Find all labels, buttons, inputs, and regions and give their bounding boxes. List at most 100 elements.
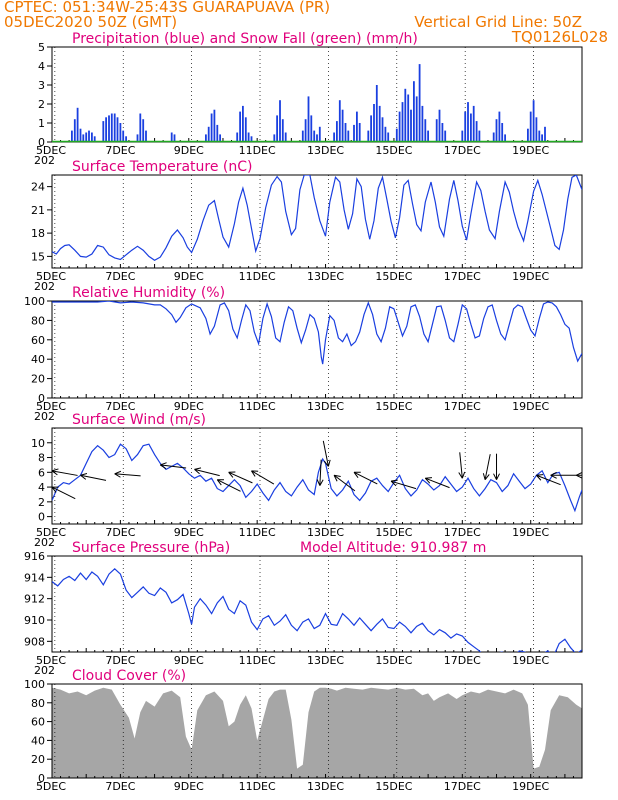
x-tick-label: 7DEC	[105, 526, 135, 539]
x-tick-label: 19DEC	[512, 780, 549, 793]
y-tick-label: 100	[24, 295, 45, 308]
temp-frame	[51, 174, 583, 269]
precip-bar	[276, 115, 278, 142]
precip-bar	[247, 132, 250, 142]
precip-bar	[310, 115, 313, 142]
precip-bar	[73, 119, 76, 142]
precip-bar	[478, 130, 481, 142]
wind-arrow	[251, 470, 275, 485]
precip-bar	[108, 115, 110, 142]
precip-bar	[413, 81, 415, 142]
x-tick-label: 19DEC	[512, 654, 549, 667]
precip-bar	[88, 130, 90, 142]
precip-bar	[464, 111, 467, 142]
precip-bar	[239, 111, 241, 142]
precip-bar	[441, 123, 444, 142]
x-tick-label: 17DEC	[444, 144, 481, 157]
precip-bar	[353, 124, 355, 142]
x-tick-label: 19DEC	[512, 270, 549, 283]
y-tick-label: 100	[24, 678, 45, 691]
precip-bar	[110, 113, 113, 142]
x-tick-label: 5DEC	[36, 400, 66, 413]
rh-frame	[51, 300, 583, 399]
precip-bar	[102, 121, 105, 142]
precip-bar	[307, 96, 310, 142]
precip-bar	[338, 100, 341, 142]
rh-title: Relative Humidity (%)	[72, 285, 225, 301]
header-location: CPTEC: 051:34W-25:43S GUARAPUAVA (PR)	[4, 0, 330, 16]
x-tick-label: 13DEC	[307, 780, 344, 793]
x-tick-label: 7DEC	[105, 144, 135, 157]
precip-bar	[529, 111, 532, 142]
x-tick-label: 17DEC	[444, 270, 481, 283]
precip-bar	[142, 119, 145, 142]
precip-bar	[279, 100, 281, 142]
cloud-area	[52, 687, 582, 778]
precip-bar	[492, 132, 495, 142]
y-tick-label: 1	[38, 117, 45, 130]
precip-bar	[122, 130, 125, 142]
precip-bar	[125, 136, 127, 142]
x-tick-label: 9DEC	[174, 780, 204, 793]
y-tick-label: 18	[31, 227, 45, 240]
precip-bar	[113, 113, 116, 142]
y-tick-label: 60	[31, 334, 45, 347]
header-model-code: TQ0126L028	[511, 28, 608, 46]
wind-arrow	[536, 474, 561, 486]
y-tick-label: 912	[24, 593, 45, 606]
precip-bar	[85, 132, 88, 142]
precip-bar	[219, 134, 221, 142]
wind-arrow	[322, 440, 331, 467]
precip-bar	[470, 113, 472, 142]
wind-arrow	[353, 471, 378, 485]
wind-arrow	[576, 471, 582, 479]
x-tick-label: 19DEC	[512, 400, 549, 413]
precip-bar	[467, 102, 469, 142]
precip-bar	[79, 128, 82, 142]
x-year-fragment: 202	[34, 536, 55, 549]
precip-bar	[76, 107, 79, 142]
y-tick-label: 0	[38, 772, 45, 785]
x-tick-label: 7DEC	[105, 400, 135, 413]
wind-arrow	[316, 459, 324, 486]
x-tick-label: 5DEC	[36, 526, 66, 539]
x-tick-label: 5DEC	[36, 144, 66, 157]
x-tick-label: 17DEC	[444, 654, 481, 667]
precip-bar	[136, 134, 139, 142]
wind-panel: 0 2 4 68 10 5DEC 7DEC 9DEC 11DEC 13DEC 15DEC 17DEC 1…	[31, 412, 583, 549]
x-tick-label: 7DEC	[105, 780, 135, 793]
x-tick-label: 13DEC	[307, 270, 344, 283]
precip-bar	[205, 134, 207, 142]
precip-title: Precipitation (blue) and Snow Fall (gree…	[72, 31, 418, 47]
x-tick-label: 15DEC	[375, 144, 412, 157]
x-tick-label: 19DEC	[512, 526, 549, 539]
wind-arrow	[550, 471, 577, 479]
y-tick-label: 80	[31, 314, 45, 327]
precip-bar	[170, 132, 173, 142]
precip-bar	[116, 117, 119, 142]
wind-arrow	[52, 468, 78, 476]
y-tick-label: 910	[24, 614, 45, 627]
precip-bar	[461, 130, 464, 142]
wind-arrow	[458, 452, 466, 479]
precip-bar	[82, 134, 85, 142]
y-tick-label: 2	[38, 98, 45, 111]
precip-bar	[145, 130, 147, 142]
precip-bar	[527, 128, 529, 142]
x-tick-label: 13DEC	[307, 654, 344, 667]
precip-bar	[313, 130, 316, 142]
wind-arrow	[216, 479, 241, 492]
precip-bar	[139, 113, 142, 142]
precip-bar	[421, 105, 424, 142]
rh-panel: 0 20 40 60 80 100 5DEC 7DEC 9DEC 11DEC 13DEC 15DEC 1…	[24, 285, 583, 423]
x-tick-label: 9DEC	[174, 654, 204, 667]
pressure-line	[52, 567, 582, 652]
precip-bar	[244, 117, 247, 142]
y-tick-label: 24	[31, 181, 45, 194]
y-tick-label: 6	[38, 466, 45, 479]
precip-bar	[250, 136, 253, 142]
precip-bar	[498, 111, 501, 142]
pressure-title: Surface Pressure (hPa)	[72, 540, 230, 556]
x-year-fragment: 202	[34, 664, 55, 677]
